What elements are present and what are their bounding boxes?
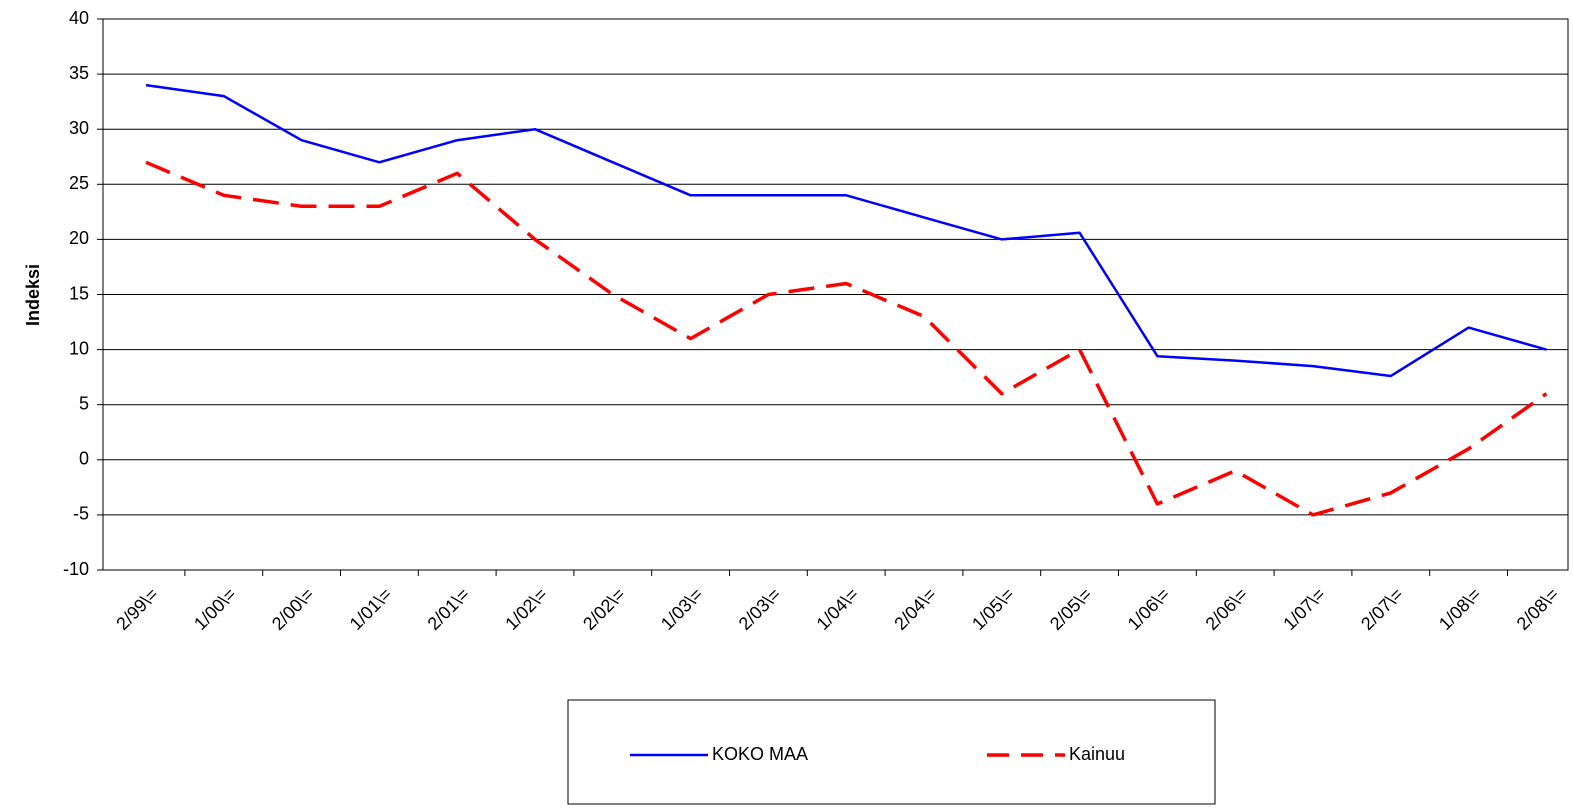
- y-tick-label: 40: [69, 8, 89, 28]
- y-tick-label: 30: [69, 118, 89, 138]
- x-tick-label: 1/04\=: [813, 584, 863, 634]
- x-tick-label: 2/06\=: [1202, 584, 1252, 634]
- y-tick-label: 0: [79, 449, 89, 469]
- x-tick-label: 2/99\=: [112, 584, 162, 634]
- x-tick-label: 2/03\=: [735, 584, 785, 634]
- x-tick-label: 2/08\=: [1513, 584, 1563, 634]
- x-tick-label: 2/00\=: [268, 584, 318, 634]
- legend-box: [567, 699, 1216, 805]
- x-tick-label: 1/06\=: [1124, 584, 1174, 634]
- x-tick-label: 1/02\=: [501, 584, 551, 634]
- x-tick-label: 1/01\=: [346, 584, 396, 634]
- x-tick-label: 1/07\=: [1279, 584, 1329, 634]
- y-tick-label: 10: [69, 338, 89, 358]
- y-tick-label: -10: [63, 559, 89, 579]
- legend-label: KOKO MAA: [712, 744, 808, 764]
- x-tick-label: 1/03\=: [657, 584, 707, 634]
- y-tick-label: 20: [69, 228, 89, 248]
- x-tick-label: 2/01\=: [424, 584, 474, 634]
- legend-label: Kainuu: [1069, 744, 1125, 764]
- y-tick-label: -5: [73, 504, 89, 524]
- x-tick-label: 2/07\=: [1357, 584, 1407, 634]
- y-axis-label: Indeksi: [23, 264, 43, 326]
- data-line: [145, 160, 1548, 517]
- plot-frame: [102, 18, 1569, 571]
- data-line: [145, 83, 1547, 378]
- x-tick-label: 2/05\=: [1046, 584, 1096, 634]
- x-tick-label: 2/02\=: [579, 584, 629, 634]
- x-tick-label: 1/00\=: [190, 584, 240, 634]
- x-tick-label: 1/05\=: [968, 584, 1018, 634]
- x-tick-label: 2/04\=: [890, 584, 940, 634]
- y-tick-label: 35: [69, 63, 89, 83]
- x-tick-label: 1/08\=: [1435, 584, 1485, 634]
- y-tick-label: 5: [79, 393, 89, 413]
- y-tick-label: 25: [69, 173, 89, 193]
- y-tick-label: 15: [69, 283, 89, 303]
